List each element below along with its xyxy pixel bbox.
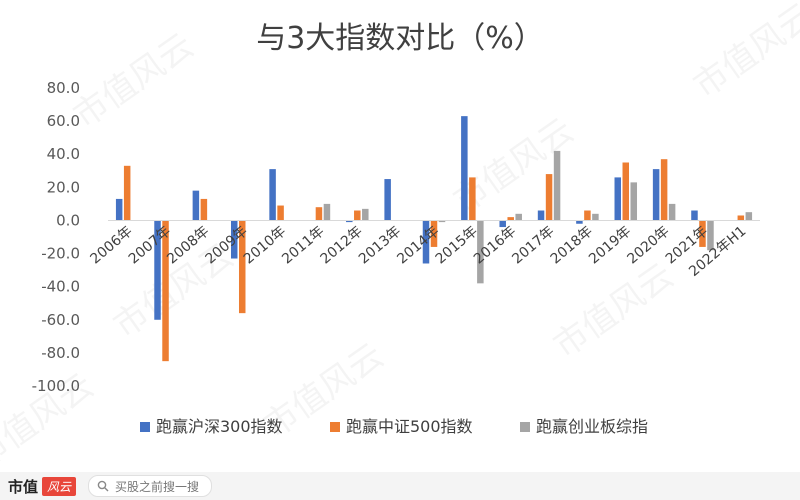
bar bbox=[668, 203, 676, 221]
y-tick-label: 80.0 bbox=[47, 79, 80, 97]
bar bbox=[354, 210, 361, 221]
bar bbox=[200, 198, 208, 221]
bar bbox=[553, 150, 561, 221]
bar bbox=[238, 220, 246, 314]
y-tick-label: 0.0 bbox=[56, 211, 80, 229]
bar bbox=[660, 159, 668, 221]
y-tick-label: -80.0 bbox=[41, 344, 80, 362]
bar bbox=[614, 177, 622, 221]
bar bbox=[384, 179, 391, 221]
watermark-text: 市值风云 bbox=[547, 256, 681, 367]
y-tick-label: -40.0 bbox=[41, 278, 80, 296]
bar bbox=[576, 220, 583, 224]
x-tick-label: 2018年 bbox=[548, 223, 596, 267]
legend: 跑赢沪深300指数 跑赢中证500指数 跑赢创业板综指 bbox=[140, 417, 648, 436]
x-tick-label: 2011年 bbox=[279, 223, 327, 267]
y-axis: 80.0 60.0 40.0 20.0 0.0 -20.0 -40.0 -60.0 -80.0 -… bbox=[32, 79, 80, 395]
bar bbox=[699, 220, 706, 247]
x-tick-label: 2019年 bbox=[586, 223, 634, 267]
bar bbox=[315, 207, 323, 221]
y-tick-label: 20.0 bbox=[47, 178, 80, 196]
legend-item: 跑赢创业板综指 bbox=[520, 417, 648, 436]
footer-bar: 市值 风云 买股之前搜一搜 bbox=[0, 472, 800, 500]
bar bbox=[162, 220, 169, 362]
x-tick-label: 2015年 bbox=[433, 223, 481, 267]
search-box[interactable]: 买股之前搜一搜 bbox=[88, 475, 213, 497]
x-tick-label: 2017年 bbox=[509, 223, 557, 267]
bar bbox=[691, 210, 698, 221]
watermark-text: 市值风云 bbox=[687, 0, 800, 106]
bar bbox=[362, 208, 369, 221]
bar bbox=[422, 220, 430, 264]
bar bbox=[652, 169, 660, 221]
bar bbox=[277, 205, 284, 221]
bar bbox=[461, 116, 468, 221]
x-tick-label: 2010年 bbox=[241, 223, 289, 267]
bar-group bbox=[115, 116, 753, 362]
bar bbox=[115, 198, 123, 221]
y-tick-label: -60.0 bbox=[41, 311, 80, 329]
legend-item: 跑赢中证500指数 bbox=[330, 417, 473, 436]
bar bbox=[154, 220, 161, 320]
legend-label: 跑赢中证500指数 bbox=[346, 417, 473, 436]
bar bbox=[192, 190, 200, 221]
y-tick-label: -20.0 bbox=[41, 245, 80, 263]
bar bbox=[346, 220, 353, 223]
brand-mark: 风云 bbox=[42, 476, 77, 496]
legend-item: 跑赢沪深300指数 bbox=[140, 417, 283, 436]
bar bbox=[499, 220, 506, 228]
x-tick-label: 2012年 bbox=[318, 223, 366, 267]
bar bbox=[430, 220, 438, 247]
search-placeholder: 买股之前搜一搜 bbox=[115, 479, 200, 494]
x-tick-label: 2020年 bbox=[624, 223, 672, 267]
bar bbox=[707, 220, 714, 251]
x-tick-label: 2006年 bbox=[87, 223, 135, 267]
x-tick-label: 2013年 bbox=[356, 223, 404, 267]
bar bbox=[592, 213, 599, 221]
bar bbox=[323, 203, 331, 221]
bar bbox=[230, 220, 238, 259]
series-3 bbox=[323, 150, 753, 284]
bar bbox=[737, 215, 745, 221]
bar bbox=[545, 174, 553, 221]
bar bbox=[477, 220, 484, 284]
bar bbox=[622, 162, 630, 221]
brand-logo: 市值 bbox=[8, 477, 39, 496]
bar bbox=[515, 213, 522, 221]
legend-label: 跑赢创业板综指 bbox=[536, 417, 648, 436]
bar bbox=[630, 182, 638, 221]
bar bbox=[745, 212, 753, 221]
bar bbox=[537, 210, 545, 221]
bar bbox=[269, 169, 276, 221]
legend-label: 跑赢沪深300指数 bbox=[156, 417, 283, 436]
bar bbox=[123, 165, 131, 221]
series-1 bbox=[115, 116, 698, 320]
series-2 bbox=[123, 159, 745, 362]
bar bbox=[584, 210, 591, 221]
watermark-text: 市值风云 bbox=[67, 26, 201, 137]
legend-swatch bbox=[140, 422, 150, 432]
chart-title: 与3大指数对比（%） bbox=[256, 21, 544, 56]
legend-swatch bbox=[520, 422, 530, 432]
bar bbox=[507, 217, 514, 221]
search-icon bbox=[97, 480, 109, 492]
y-tick-label: 60.0 bbox=[47, 112, 80, 130]
y-tick-label: -100.0 bbox=[32, 377, 80, 395]
legend-swatch bbox=[330, 422, 340, 432]
bar bbox=[438, 220, 446, 223]
y-tick-label: 40.0 bbox=[47, 145, 80, 163]
bar bbox=[469, 177, 476, 221]
